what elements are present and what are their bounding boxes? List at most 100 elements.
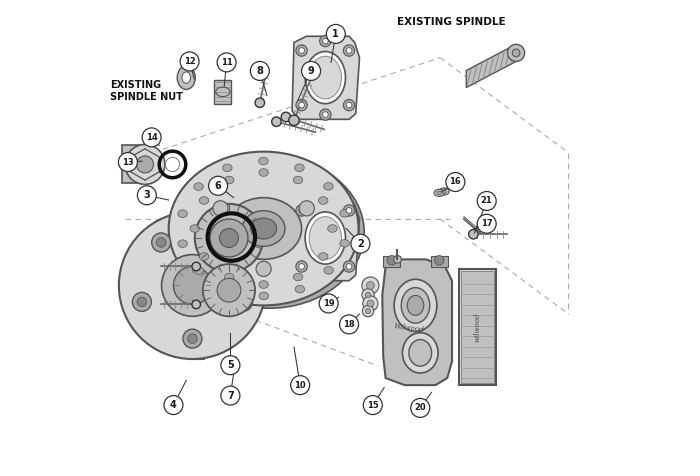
Polygon shape: [383, 256, 400, 268]
Ellipse shape: [293, 273, 303, 281]
Circle shape: [296, 205, 307, 216]
Circle shape: [346, 208, 352, 213]
Ellipse shape: [259, 157, 268, 165]
Ellipse shape: [225, 198, 302, 259]
Circle shape: [165, 157, 180, 171]
Circle shape: [346, 102, 352, 108]
Polygon shape: [214, 80, 231, 104]
Ellipse shape: [442, 190, 447, 193]
Circle shape: [272, 117, 281, 127]
Circle shape: [156, 238, 166, 247]
Ellipse shape: [259, 169, 268, 176]
Ellipse shape: [295, 285, 304, 293]
Ellipse shape: [409, 339, 432, 366]
Circle shape: [362, 277, 379, 294]
Polygon shape: [292, 36, 360, 119]
Text: 18: 18: [343, 320, 355, 329]
Text: 19: 19: [323, 299, 335, 308]
Circle shape: [203, 264, 255, 317]
Ellipse shape: [305, 51, 346, 104]
Ellipse shape: [194, 183, 203, 190]
Circle shape: [119, 212, 266, 359]
Circle shape: [162, 255, 223, 317]
Circle shape: [435, 256, 444, 265]
Circle shape: [256, 261, 271, 277]
Ellipse shape: [182, 72, 190, 83]
Circle shape: [180, 52, 199, 71]
Circle shape: [152, 233, 171, 252]
Circle shape: [477, 214, 496, 233]
Circle shape: [299, 264, 304, 269]
Text: 10: 10: [295, 381, 306, 390]
Text: EXISTING SPINDLE: EXISTING SPINDLE: [396, 17, 505, 27]
Circle shape: [221, 356, 240, 375]
Circle shape: [302, 61, 321, 80]
Circle shape: [195, 204, 263, 272]
Ellipse shape: [434, 189, 444, 197]
Text: 16: 16: [449, 178, 461, 187]
Circle shape: [220, 228, 239, 248]
Text: 13: 13: [122, 158, 134, 167]
Circle shape: [469, 229, 478, 239]
Circle shape: [296, 99, 307, 111]
Ellipse shape: [223, 164, 232, 172]
Ellipse shape: [340, 209, 349, 217]
Polygon shape: [430, 256, 448, 268]
Ellipse shape: [439, 188, 449, 195]
Circle shape: [319, 294, 338, 313]
Circle shape: [296, 45, 307, 56]
Ellipse shape: [402, 333, 438, 373]
Ellipse shape: [309, 217, 342, 259]
Circle shape: [299, 201, 314, 216]
Ellipse shape: [407, 296, 424, 316]
Circle shape: [362, 289, 375, 301]
Circle shape: [136, 156, 153, 173]
Circle shape: [289, 115, 299, 126]
Ellipse shape: [178, 210, 188, 218]
Circle shape: [164, 396, 183, 415]
Polygon shape: [459, 269, 496, 385]
Circle shape: [234, 292, 253, 311]
Circle shape: [367, 282, 374, 289]
Text: 15: 15: [367, 401, 379, 409]
Ellipse shape: [259, 292, 269, 300]
Circle shape: [281, 112, 290, 122]
Circle shape: [210, 219, 248, 257]
Circle shape: [299, 48, 304, 53]
Ellipse shape: [340, 239, 349, 247]
Circle shape: [209, 176, 228, 195]
Circle shape: [344, 99, 355, 111]
Ellipse shape: [295, 164, 304, 171]
Ellipse shape: [328, 225, 337, 232]
Text: 12: 12: [183, 57, 195, 66]
Text: 4: 4: [170, 400, 177, 410]
Ellipse shape: [318, 197, 328, 204]
Ellipse shape: [401, 288, 430, 323]
Text: 8: 8: [256, 66, 263, 76]
Circle shape: [192, 300, 200, 309]
Circle shape: [365, 308, 370, 314]
Circle shape: [217, 278, 241, 302]
Circle shape: [137, 297, 146, 307]
Text: 2: 2: [357, 238, 364, 248]
Polygon shape: [461, 271, 494, 383]
Circle shape: [174, 267, 211, 305]
Circle shape: [217, 53, 236, 72]
Polygon shape: [122, 146, 149, 183]
Circle shape: [387, 256, 396, 265]
Ellipse shape: [259, 281, 268, 288]
Ellipse shape: [394, 279, 437, 331]
Circle shape: [446, 172, 465, 191]
Circle shape: [344, 45, 355, 56]
Circle shape: [192, 262, 200, 271]
Circle shape: [214, 233, 233, 252]
Text: 6: 6: [215, 181, 221, 191]
Circle shape: [213, 201, 228, 216]
Polygon shape: [466, 44, 516, 88]
Circle shape: [340, 315, 358, 334]
Circle shape: [142, 128, 161, 147]
Ellipse shape: [190, 225, 199, 232]
Ellipse shape: [251, 218, 276, 239]
Circle shape: [323, 38, 328, 44]
Text: 14: 14: [146, 133, 158, 142]
